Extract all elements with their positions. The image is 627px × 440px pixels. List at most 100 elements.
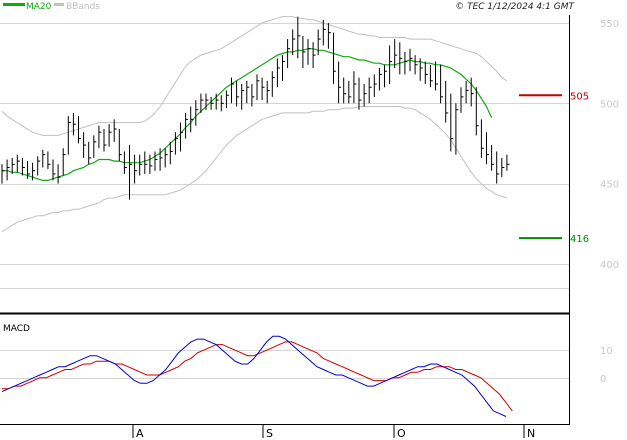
- ohlc-bar: [460, 87, 464, 113]
- ohlc-bar: [93, 135, 97, 158]
- ohlc-bar: [363, 84, 367, 107]
- price-tick-label: 450: [600, 180, 619, 191]
- ohlc-bar: [129, 145, 132, 200]
- ohlc-bar: [266, 80, 270, 104]
- header: MA20 BBands © TEC 1/12/2024 4:1 GMT: [3, 2, 576, 12]
- ohlc-bar: [455, 103, 459, 155]
- ohlc-bar: [185, 112, 189, 139]
- macd-tick-label: 0: [600, 374, 606, 385]
- ohlc-bar: [327, 23, 331, 49]
- ohlc-bar: [338, 61, 342, 104]
- ohlc-bar: [480, 119, 484, 158]
- ohlc-bar: [174, 132, 178, 155]
- bbands-lower-line: [1, 106, 508, 233]
- ohlc-bar: [62, 148, 66, 176]
- ohlc-bar: [282, 55, 285, 81]
- ohlc-bar: [215, 93, 219, 110]
- ohlc-bar: [445, 80, 449, 123]
- ohlc-bar: [358, 77, 362, 110]
- ohlc-bar: [409, 48, 413, 72]
- ohlc-bar: [271, 71, 275, 97]
- ohlc-bar: [88, 141, 92, 165]
- price-tick-label: 500: [600, 99, 619, 110]
- ohlc-bar: [450, 93, 454, 152]
- ohlc-bar: [98, 125, 102, 149]
- price-bars: [1, 16, 510, 200]
- legend-swatch-ma20: [3, 3, 25, 6]
- ohlc-bar: [276, 58, 280, 88]
- ohlc-bar: [292, 29, 296, 56]
- ohlc-bar: [501, 157, 505, 178]
- ohlc-bar: [297, 16, 301, 59]
- ohlc-bar: [195, 100, 199, 126]
- ohlc-bar: [108, 124, 112, 147]
- price-axis: 550 500 450 400: [600, 19, 619, 271]
- price-tick-label: 550: [600, 19, 619, 30]
- ohlc-bar: [312, 42, 316, 68]
- ohlc-bar: [389, 45, 393, 85]
- ohlc-bar: [190, 106, 194, 133]
- macd-grid: [0, 350, 569, 379]
- ohlc-bar: [368, 77, 372, 104]
- price-grid: [0, 23, 569, 289]
- ohlc-bar: [470, 77, 474, 107]
- ohlc-bar: [384, 64, 387, 88]
- ohlc-bar: [159, 148, 163, 171]
- ohlc-bar: [440, 64, 444, 104]
- macd-axis: 10 0: [600, 346, 613, 385]
- ohlc-bar: [256, 74, 260, 101]
- legend-label-bbands: BBands: [66, 2, 100, 12]
- ohlc-bar: [307, 39, 311, 65]
- ohlc-bar: [180, 122, 183, 152]
- ohlc-bar: [251, 84, 255, 107]
- ohlc-bar: [429, 64, 433, 88]
- ohlc-bar: [378, 67, 382, 91]
- ohlc-bar: [21, 157, 25, 176]
- ohlc-bar: [200, 93, 204, 113]
- ohlc-bar: [139, 154, 143, 176]
- ohlc-bar: [78, 116, 81, 144]
- ohlc-bar: [164, 148, 168, 168]
- ohlc-bar: [169, 141, 173, 165]
- ohlc-bar: [414, 55, 418, 75]
- ohlc-bar: [236, 80, 240, 107]
- ohlc-bar: [103, 128, 107, 152]
- ohlc-bar: [220, 95, 224, 112]
- ohlc-bar: [419, 58, 423, 81]
- macd-title: MACD: [3, 324, 30, 334]
- ohlc-bar: [32, 162, 36, 181]
- ohlc-bar: [348, 80, 352, 104]
- ohlc-bar: [373, 74, 377, 97]
- macd-line: [1, 335, 507, 417]
- ohlc-bar: [322, 19, 326, 46]
- ohlc-bar: [506, 154, 510, 171]
- resistance-label: 505: [570, 91, 589, 102]
- ohlc-bar: [210, 96, 214, 110]
- macd-panel: 10 0 MACD: [0, 324, 613, 417]
- ohlc-bar: [475, 87, 479, 136]
- ohlc-bar: [144, 151, 148, 174]
- price-panel: 550 500 450 400 505 416: [0, 16, 619, 289]
- ohlc-bar: [6, 159, 10, 181]
- ohlc-bar: [343, 77, 347, 104]
- ohlc-bar: [246, 80, 250, 104]
- ohlc-bar: [11, 157, 15, 174]
- ohlc-bar: [72, 112, 76, 136]
- ohlc-bar: [149, 154, 153, 174]
- ohlc-bar: [37, 156, 41, 176]
- x-tick-label: S: [266, 427, 273, 440]
- ohlc-bar: [261, 77, 265, 101]
- ohlc-bar: [52, 159, 56, 181]
- ohlc-bar: [118, 128, 122, 162]
- ohlc-bar: [404, 51, 408, 75]
- ohlc-bar: [399, 42, 403, 75]
- ohlc-bar: [225, 90, 229, 109]
- support-label: 416: [570, 234, 589, 245]
- ohlc-bar: [496, 151, 500, 184]
- bbands-upper-line: [1, 16, 508, 136]
- ohlc-bar: [67, 116, 71, 155]
- ohlc-bar: [317, 29, 321, 56]
- ohlc-bar: [333, 32, 336, 85]
- ohlc-bar: [394, 39, 398, 68]
